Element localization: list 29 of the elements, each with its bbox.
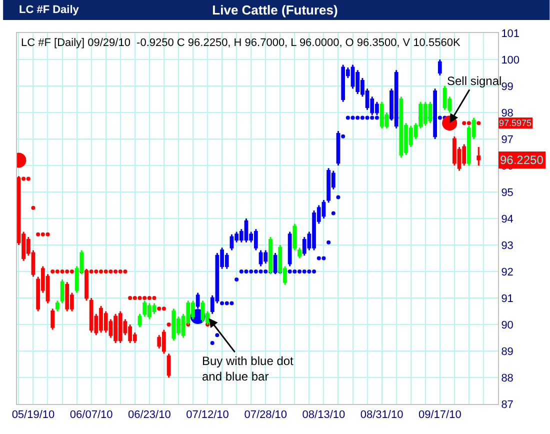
chart-subtitle: LC #F [Daily] 09/29/10 -0.9250 C 96.2250, H 96.7000, L 96.0000, O 96.3500, V 10.5560K: [21, 37, 461, 49]
y-tick-label: 87: [501, 398, 514, 411]
x-tick-label: 08/13/10: [302, 409, 346, 422]
y-tick-label: 89: [501, 346, 514, 358]
y-tick-label: 91: [501, 292, 514, 305]
x-tick-label: 06/07/10: [70, 409, 113, 422]
y-tick-label: 99: [501, 80, 514, 93]
text: 96.2250: [500, 153, 544, 167]
y-tick-label: 101: [501, 28, 520, 40]
y-tick-label: 92: [501, 266, 514, 278]
x-tick-label: 07/28/10: [244, 409, 288, 422]
x-tick-label: 07/12/10: [186, 409, 229, 422]
x-tick-label: 08/31/10: [360, 409, 404, 422]
y-tick-label: 88: [501, 372, 514, 384]
x-tick-label: 05/19/10: [12, 409, 55, 422]
y-tick-label: 93: [501, 240, 514, 252]
y-tick-label: 97: [501, 134, 514, 146]
annotation: Buy with blue dot and blue bar: [202, 354, 294, 384]
annotation: Sell signal: [447, 74, 502, 88]
y-tick-label: 95: [501, 186, 514, 199]
x-tick-label: 06/23/10: [128, 409, 171, 422]
y-tick-label: 98: [501, 107, 514, 120]
y-tick-label: 94: [501, 213, 514, 226]
y-tick-label: 90: [501, 319, 514, 332]
chart-title: Live Cattle (Futures): [212, 2, 338, 18]
x-tick-label: 09/17/10: [418, 409, 462, 422]
text: LC #F Daily: [19, 4, 80, 16]
y-tick-label: 100: [501, 54, 520, 66]
text: 97.5975: [499, 118, 532, 128]
